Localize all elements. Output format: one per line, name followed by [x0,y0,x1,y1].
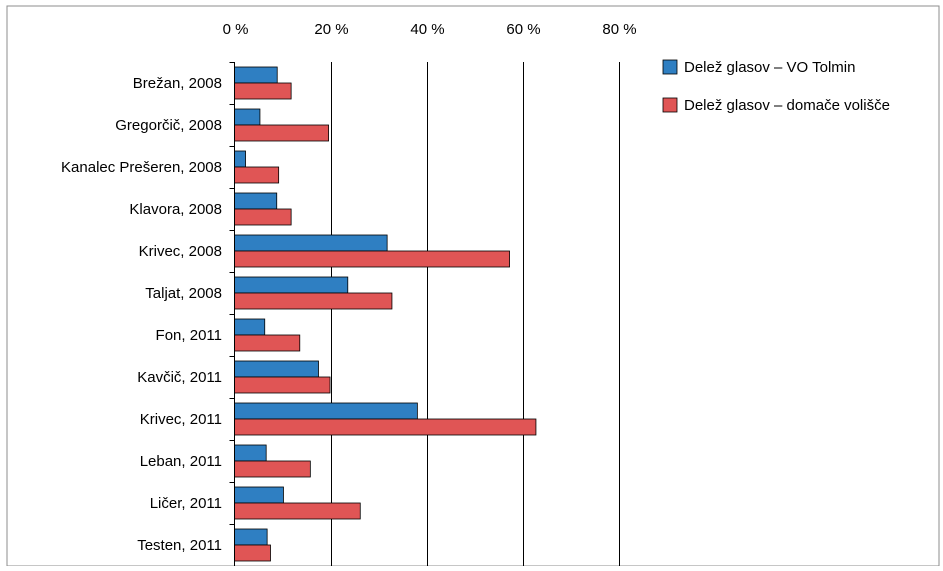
bar-domace-volisce [234,460,311,478]
legend-swatch [662,59,678,75]
bar-domace-volisce [234,208,292,226]
x-axis-tick-labels: 0 % 20 % 40 % 60 % 80 % [223,21,637,38]
y-category-label: Kavčič, 2011 [137,369,222,386]
bar-vo-tolmin [234,528,268,546]
bar-domace-volisce [234,124,329,142]
legend: Delež glasov – VO Tolmin Delež glasov – d… [662,59,890,114]
y-category-label: Taljat, 2008 [145,285,222,302]
y-category-label: Testen, 2011 [137,537,222,554]
y-category-label: Ličer, 2011 [150,495,222,512]
y-category-label: Kanalec Prešeren, 2008 [61,159,222,176]
grid-lines [331,62,620,566]
x-tick-label: 40 % [410,21,444,38]
y-category-label: Brežan, 2008 [133,75,222,92]
bar-domace-volisce [234,544,271,562]
bar-vo-tolmin [234,234,388,252]
bar-vo-tolmin [234,360,319,378]
legend-label: Delež glasov – domače volišče [684,97,890,114]
bar-domace-volisce [234,334,301,352]
bar-domace-volisce [234,418,537,436]
bar-vo-tolmin [234,66,278,84]
bar-domace-volisce [234,250,510,268]
bar-vo-tolmin [234,108,261,126]
x-tick-label: 80 % [602,21,636,38]
legend-label: Delež glasov – VO Tolmin [684,59,855,76]
bar-vo-tolmin [234,486,284,504]
bar-vo-tolmin [234,402,418,420]
bar-vo-tolmin [234,318,266,336]
bar-vo-tolmin [234,444,267,462]
bar-domace-volisce [234,82,292,100]
x-tick-label: 20 % [314,21,348,38]
bar-domace-volisce [234,502,361,520]
bar-vo-tolmin [234,150,246,168]
chart-frame [6,5,940,567]
y-category-label: Klavora, 2008 [129,201,222,218]
y-axis-category-labels: Brežan, 2008 Gregorčič, 2008 Kanalec Preše… [61,62,235,554]
y-category-label: Gregorčič, 2008 [115,117,222,134]
legend-swatch [662,97,678,113]
bar-domace-volisce [234,166,280,184]
y-category-label: Fon, 2011 [156,327,222,344]
bar-domace-volisce [234,376,331,394]
bar-domace-volisce [234,292,393,310]
y-category-label: Krivec, 2008 [139,243,222,260]
y-category-label: Leban, 2011 [140,453,222,470]
bar-vo-tolmin [234,192,278,210]
y-category-label: Krivec, 2011 [140,411,222,428]
bars [234,66,537,562]
x-tick-label: 0 % [223,21,249,38]
x-tick-label: 60 % [506,21,540,38]
bar-vo-tolmin [234,276,349,294]
